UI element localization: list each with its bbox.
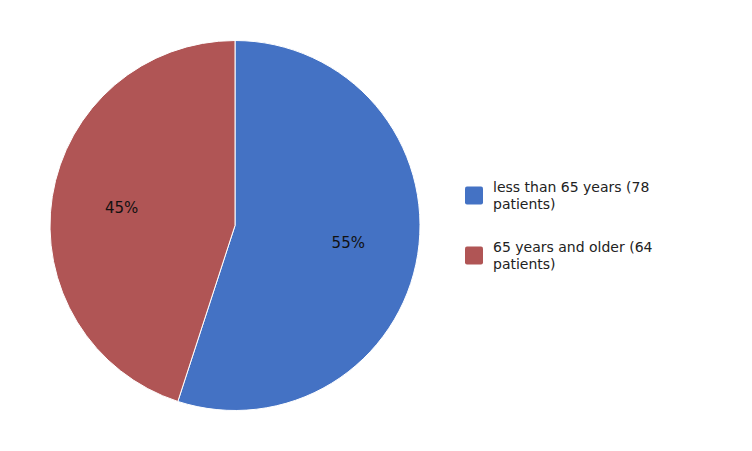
legend-label-line: less than 65 years (78 (493, 179, 649, 195)
legend-swatch (465, 187, 483, 205)
legend-label: less than 65 years (78patients) (493, 179, 649, 212)
pie-slice (50, 41, 235, 402)
data-label: 55% (332, 234, 365, 252)
legend-label-line: 65 years and older (64 (493, 239, 653, 255)
legend-swatch (465, 247, 483, 265)
chart-svg: 55%45%less than 65 years (78patients)65 … (0, 0, 752, 451)
chart-container: 55%45%less than 65 years (78patients)65 … (0, 0, 752, 451)
slices (50, 41, 420, 411)
legend-label-line: patients) (493, 196, 556, 212)
data-label: 45% (105, 199, 138, 217)
legend-label-line: patients) (493, 256, 556, 272)
legend: less than 65 years (78patients)65 years … (465, 179, 653, 272)
legend-label: 65 years and older (64patients) (493, 239, 653, 272)
data-labels: 55% 45% (105, 199, 365, 253)
